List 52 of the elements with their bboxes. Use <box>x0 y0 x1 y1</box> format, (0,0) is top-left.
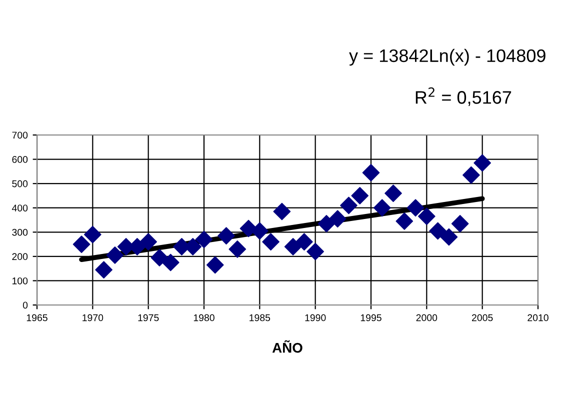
x-tick-label: 1980 <box>194 314 214 322</box>
x-tick-label: 1990 <box>305 314 326 322</box>
point <box>84 226 102 244</box>
point <box>351 187 369 204</box>
point <box>262 233 280 251</box>
point <box>440 228 458 246</box>
point <box>406 199 424 217</box>
y-tick-label: 400 <box>12 204 28 212</box>
x-tick-label: 2005 <box>472 314 493 322</box>
text: y = 13842Ln(x) - 104809 <box>349 48 546 66</box>
point <box>306 242 324 260</box>
x-axis-title: AÑO <box>272 340 302 353</box>
x-tick-label: 1975 <box>138 314 159 322</box>
y-tick-label: 300 <box>12 228 28 236</box>
point <box>284 238 302 256</box>
point <box>418 208 436 226</box>
y-tick-label: 600 <box>12 156 28 163</box>
y-tick-label: 500 <box>12 180 28 188</box>
point <box>296 233 313 251</box>
y-tick-label: 100 <box>12 277 28 284</box>
x-tick-label: 2010 <box>528 314 548 322</box>
point <box>95 261 112 278</box>
point <box>195 230 213 248</box>
point <box>218 227 235 244</box>
point <box>328 210 346 228</box>
y-tick-label: 200 <box>12 253 28 260</box>
point <box>429 222 446 240</box>
x-tick-label: 1995 <box>360 314 382 322</box>
point <box>384 184 402 202</box>
point <box>462 166 480 184</box>
point <box>451 214 469 232</box>
point <box>340 196 358 214</box>
point <box>150 248 168 266</box>
x-tick-label: 1965 <box>26 314 48 322</box>
x-tick-label: 1970 <box>82 314 104 322</box>
x-tick-label: 1985 <box>250 314 270 322</box>
point <box>162 254 180 272</box>
point <box>318 214 336 232</box>
point <box>474 154 492 172</box>
point <box>228 240 246 258</box>
point <box>140 233 158 251</box>
x-tick-label: 2000 <box>416 314 438 322</box>
point <box>106 246 124 264</box>
y-tick-label: 0 <box>22 302 28 309</box>
point <box>396 212 414 230</box>
point <box>273 202 291 220</box>
y-tick-label: 700 <box>12 132 28 139</box>
point <box>373 199 391 217</box>
point <box>362 164 380 182</box>
text: R$^{2}$ = 0,5167 <box>416 87 512 106</box>
point <box>206 256 224 274</box>
point <box>72 236 90 253</box>
